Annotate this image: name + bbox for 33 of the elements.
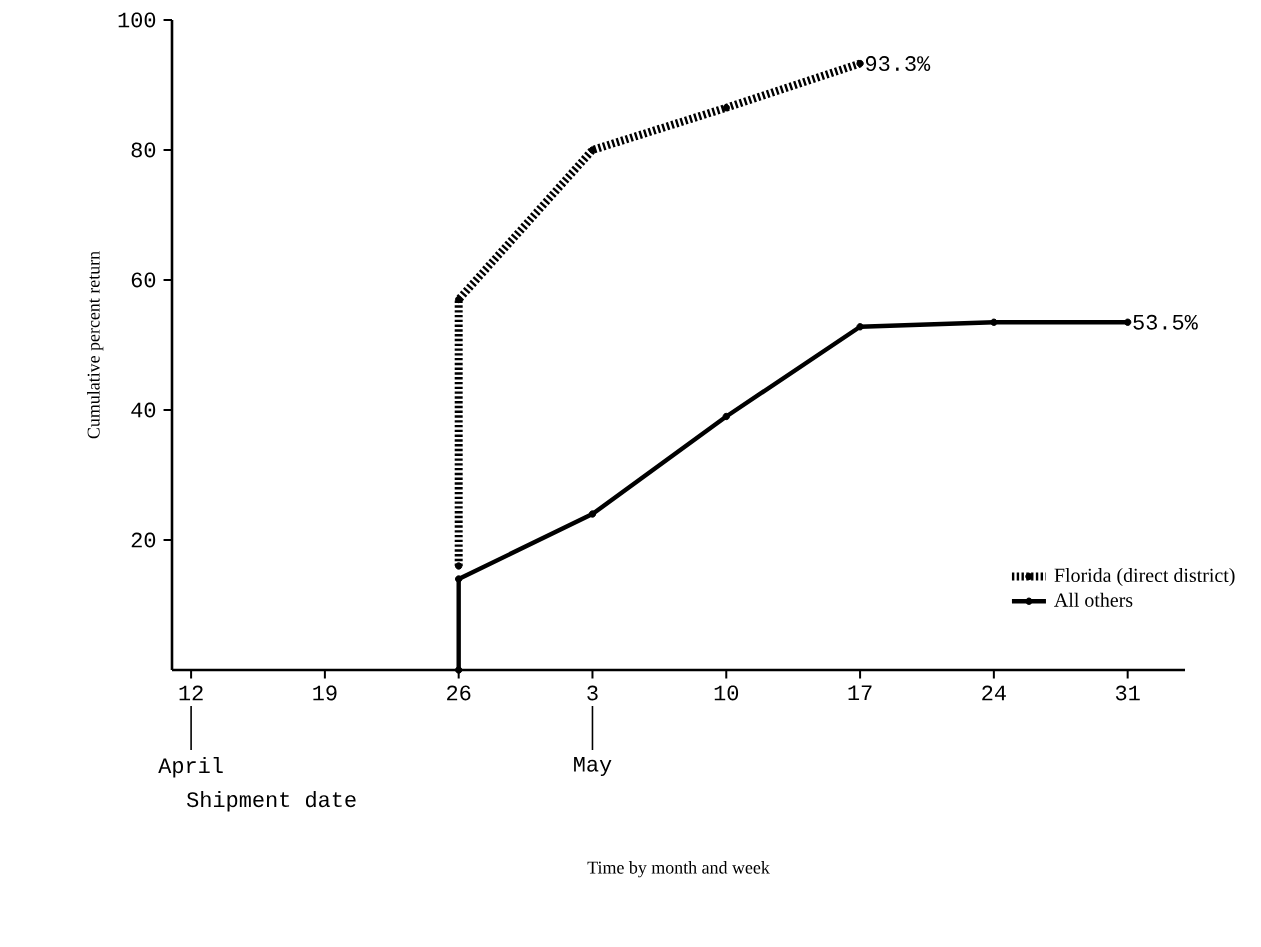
point [856,323,864,331]
text: April [158,757,223,778]
point [588,146,597,154]
y-axis-title: Cumulative percent return [87,251,104,439]
point [455,666,463,674]
legend-label: All others [1054,592,1133,607]
legend-label: Florida (direct district) [1054,568,1235,587]
point [455,575,463,583]
text: Time by month and week [587,861,770,878]
x-tick-label: 31 [1115,685,1140,701]
point [722,104,730,112]
y-tick-label: 40 [131,402,156,418]
text: May [574,757,612,777]
x-tick-label: 19 [313,685,337,701]
point [856,59,864,68]
y-tick-label: 80 [131,142,156,158]
x-tick-label: 17 [848,685,872,700]
x-tick-label: 12 [179,685,203,701]
data-label: 93.3% [865,56,931,71]
point [990,318,998,326]
x-tick-label: 10 [714,685,739,701]
point [588,510,597,518]
point [455,295,463,304]
y-tick-label: 100 [118,12,156,28]
x-tick-label: 3 [587,685,598,701]
x-tick-label: 24 [982,685,1006,701]
y-tick-label: 60 [131,272,156,288]
point [455,562,463,570]
x-tick-label: 26 [447,685,471,701]
text: Shipment date [186,791,356,812]
y-tick-label: 20 [131,532,156,548]
data-label: 53.5% [1133,314,1198,330]
point [722,412,730,421]
